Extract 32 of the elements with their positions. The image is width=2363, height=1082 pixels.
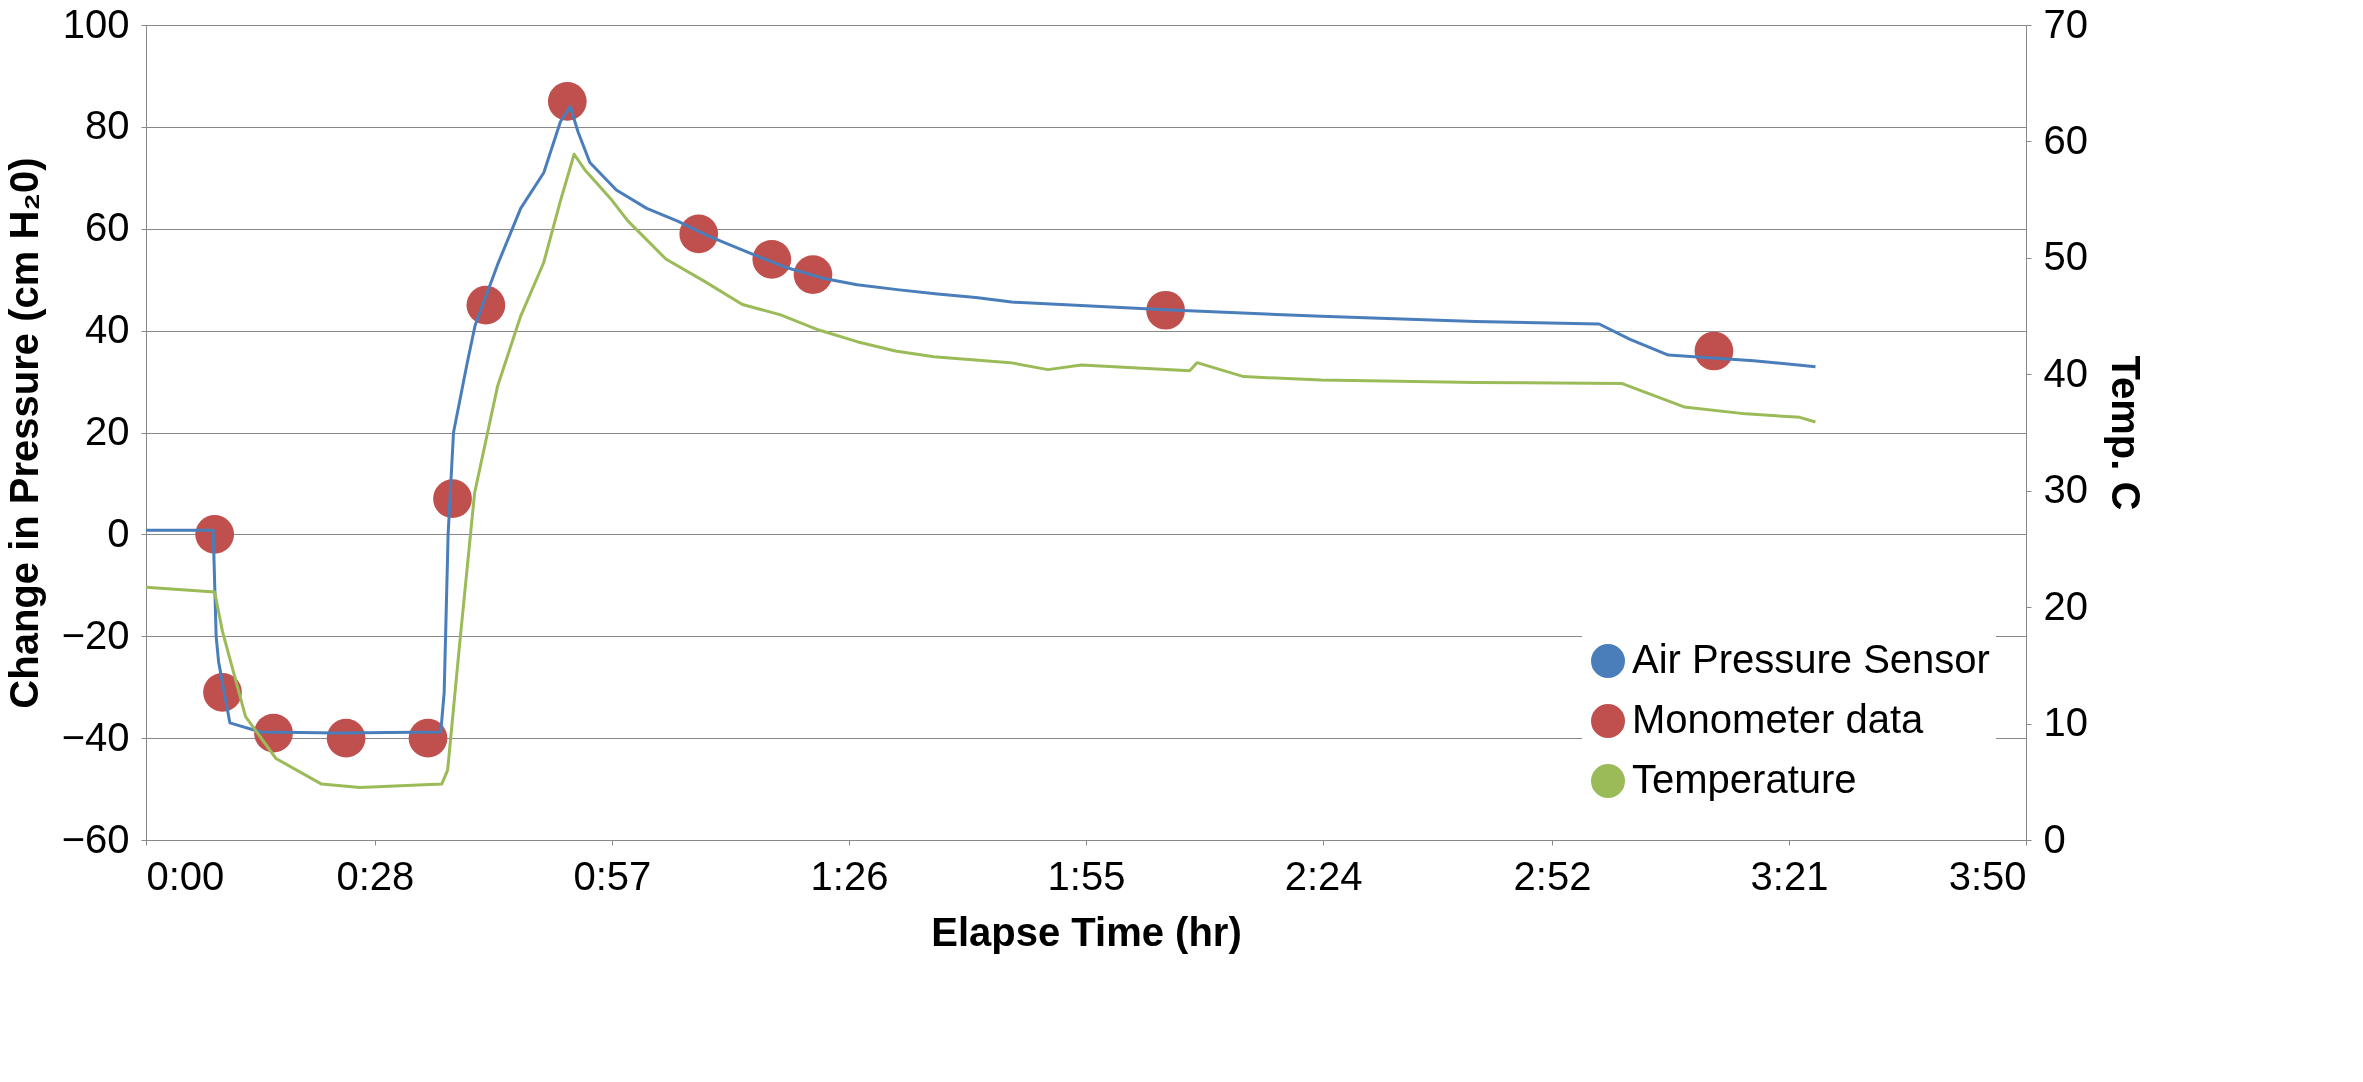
x-axis-title: Elapse Time (hr) [931,909,1242,954]
y-tick-label: 60 [85,205,130,250]
x-tick-label: 1:55 [1047,853,1126,898]
x-tick-label: 3:50 [1948,853,2027,898]
y2-tick-label: 20 [2043,583,2088,628]
x-tick-label: 1:26 [810,853,889,898]
y-axis-title: Change in Pressure (cm H₂0) [1,157,46,709]
y2-tick-label: 60 [2043,117,2088,162]
y-tick-label: 0 [107,510,130,555]
y2-tick-label: 70 [2043,1,2088,46]
y-tick-label: −40 [61,714,130,759]
y-tick-label: 20 [85,409,130,453]
y-tick-label: 100 [62,1,130,46]
legend-label: Air Pressure Sensor [1632,637,1990,681]
y2-tick-label: 50 [2043,234,2088,279]
y-tick-label: −60 [61,816,130,861]
x-tick-label: 3:21 [1750,853,1829,898]
legend-label: Temperature [1632,757,1857,801]
y-tick-label: −20 [61,612,130,657]
y-tick-label: 40 [85,307,130,352]
x-tick-label: 0:28 [336,853,415,898]
y-tick-label: 80 [85,103,130,148]
y2-tick-label: 40 [2043,350,2088,395]
x-tick-label: 0:00 [146,853,225,898]
y2-tick-label: 30 [2043,467,2088,512]
x-tick-label: 0:57 [573,853,652,898]
x-tick-label: 2:24 [1284,853,1363,898]
legend-label: Monometer data [1632,697,1925,741]
y2-tick-label: 0 [2043,816,2066,861]
y2-axis-title: Temp. C [2103,355,2148,511]
x-tick-label: 2:52 [1513,853,1592,898]
y2-tick-label: 10 [2043,700,2088,745]
